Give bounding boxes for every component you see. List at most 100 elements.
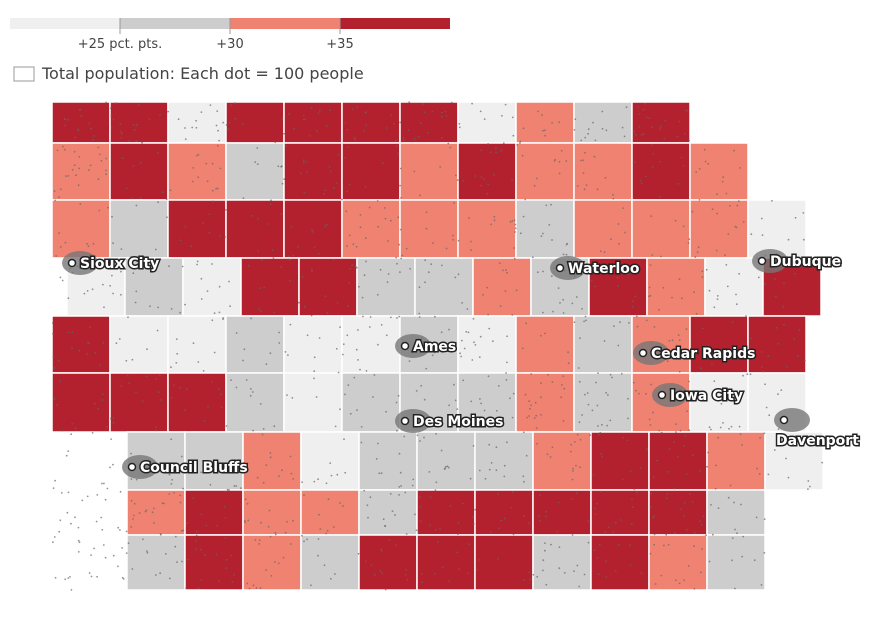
dot bbox=[306, 334, 309, 337]
dot bbox=[427, 131, 429, 134]
dot bbox=[498, 420, 501, 422]
dot bbox=[205, 524, 208, 527]
dot bbox=[209, 483, 212, 486]
dot bbox=[552, 310, 554, 313]
dot bbox=[536, 442, 538, 445]
dot bbox=[368, 206, 371, 209]
dot bbox=[419, 505, 422, 508]
dot bbox=[313, 246, 316, 249]
county bbox=[747, 315, 807, 374]
dot bbox=[67, 118, 69, 121]
dot bbox=[470, 249, 472, 252]
dot bbox=[682, 225, 685, 228]
dot bbox=[218, 388, 220, 390]
county bbox=[358, 489, 418, 536]
dot bbox=[399, 471, 402, 474]
dot bbox=[230, 379, 232, 381]
dot bbox=[457, 533, 459, 535]
dot bbox=[683, 132, 686, 135]
dot bbox=[725, 264, 728, 266]
dot bbox=[323, 193, 325, 195]
dot bbox=[683, 502, 686, 504]
dot bbox=[448, 580, 450, 582]
city-marker bbox=[400, 341, 410, 351]
dot bbox=[139, 260, 142, 263]
dot bbox=[230, 554, 233, 557]
dot bbox=[280, 266, 282, 269]
dot bbox=[739, 433, 742, 435]
dot bbox=[573, 441, 576, 443]
dot bbox=[55, 255, 57, 257]
dot bbox=[98, 209, 101, 212]
dot bbox=[366, 504, 369, 507]
city-blob bbox=[395, 334, 431, 358]
dot bbox=[682, 165, 685, 167]
dot bbox=[172, 384, 175, 387]
dot bbox=[274, 531, 277, 534]
dot bbox=[197, 176, 200, 179]
dot bbox=[513, 257, 516, 260]
dot bbox=[511, 220, 514, 222]
dot bbox=[235, 386, 238, 389]
dot bbox=[542, 311, 544, 314]
dot bbox=[184, 127, 186, 129]
dot bbox=[225, 567, 228, 569]
dot bbox=[170, 308, 173, 310]
dot bbox=[536, 271, 539, 274]
county bbox=[300, 534, 360, 591]
dot bbox=[157, 391, 160, 393]
dot bbox=[683, 515, 685, 517]
dot bbox=[548, 224, 551, 226]
dot bbox=[347, 384, 350, 386]
dot bbox=[596, 188, 599, 191]
dot bbox=[619, 321, 621, 323]
dot bbox=[471, 359, 474, 361]
dot bbox=[154, 378, 157, 381]
dot bbox=[52, 332, 54, 335]
dot bbox=[514, 231, 516, 233]
dot bbox=[363, 274, 366, 277]
dot bbox=[200, 277, 203, 280]
dot bbox=[584, 151, 586, 154]
county bbox=[515, 372, 575, 433]
dot bbox=[420, 122, 422, 125]
dot bbox=[130, 256, 133, 258]
dot bbox=[357, 329, 359, 331]
dot bbox=[594, 285, 597, 288]
dot bbox=[159, 399, 162, 401]
dot bbox=[396, 429, 398, 432]
dot bbox=[635, 389, 637, 392]
dot bbox=[731, 537, 734, 539]
dot bbox=[544, 332, 546, 335]
dot bbox=[155, 574, 157, 576]
dot bbox=[474, 344, 477, 346]
dot bbox=[731, 321, 734, 323]
dot bbox=[767, 473, 770, 476]
dot bbox=[688, 493, 691, 495]
dot bbox=[384, 588, 387, 591]
dot bbox=[557, 501, 560, 504]
dot bbox=[109, 466, 111, 469]
dot bbox=[215, 553, 218, 556]
dot bbox=[582, 172, 585, 175]
dot bbox=[310, 584, 312, 587]
dot bbox=[346, 245, 348, 248]
dot bbox=[565, 243, 568, 246]
dot bbox=[441, 566, 444, 569]
dot bbox=[722, 422, 724, 424]
dot bbox=[742, 221, 745, 223]
city-marker bbox=[400, 416, 410, 426]
dot bbox=[258, 539, 261, 542]
dot bbox=[523, 579, 526, 581]
dot bbox=[353, 136, 356, 139]
dot bbox=[533, 417, 536, 419]
dot bbox=[675, 431, 677, 433]
dot bbox=[106, 487, 109, 490]
county bbox=[706, 534, 766, 591]
dot bbox=[179, 239, 182, 242]
dot bbox=[135, 140, 138, 143]
dot bbox=[94, 402, 96, 405]
county bbox=[300, 489, 360, 536]
dot bbox=[146, 550, 148, 552]
dot bbox=[634, 161, 637, 164]
